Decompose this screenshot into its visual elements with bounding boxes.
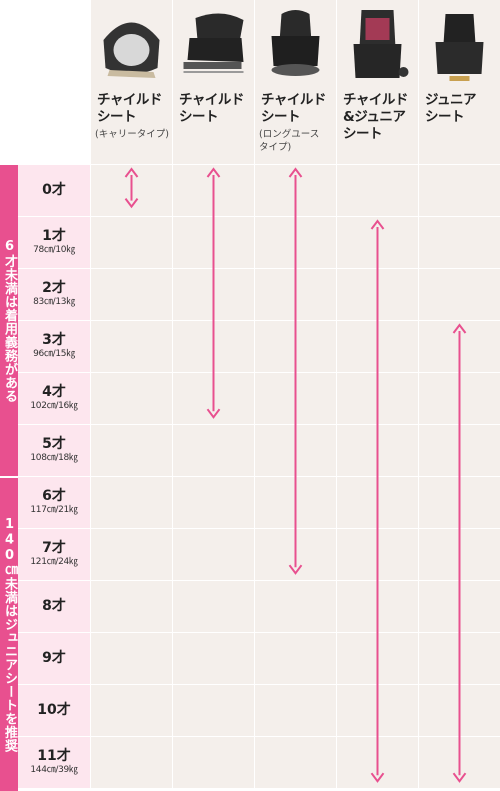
- age-label-row: 1才 78㎝/10㎏: [18, 228, 90, 256]
- age-value: 9才: [42, 650, 66, 666]
- age-label-row: 9才: [18, 650, 90, 666]
- age-cell: [18, 477, 90, 528]
- junior-seat-image: [435, 14, 484, 81]
- grid-cell: [173, 685, 254, 736]
- age-cell: [18, 217, 90, 268]
- age-label-row: 11才 144㎝/39㎏: [18, 748, 90, 776]
- height-weight-value: 83㎝/13㎏: [33, 297, 75, 307]
- column-subtitle-long: (ロングユース タイプ): [259, 129, 320, 153]
- grid-cell: [255, 737, 336, 788]
- grid-cell: [91, 425, 172, 476]
- grid-cell: [173, 737, 254, 788]
- age-cell: [18, 165, 90, 216]
- age-value: 4才: [42, 384, 66, 400]
- age-cell: [18, 269, 90, 320]
- age-label-row: 10才: [18, 702, 90, 718]
- grid-cell: [419, 217, 500, 268]
- category-bar-under-140cm: 140㎝未満はジュニアシートを推奨: [0, 478, 18, 791]
- age-cell: [18, 737, 90, 788]
- column-title-combo: チャイルド &ジュニア シート: [343, 92, 408, 142]
- age-value: 0才: [42, 182, 66, 198]
- column-subtitle-carry: (キャリータイプ): [95, 129, 169, 140]
- grid-cell: [173, 477, 254, 528]
- grid-cell: [91, 269, 172, 320]
- age-label-row: 6才 117㎝/21㎏: [18, 488, 90, 516]
- age-label-row: 2才 83㎝/13㎏: [18, 280, 90, 308]
- range-arrow-carry: [124, 167, 139, 209]
- category-bar-under-6-text: 6才未満は着用義務がある: [2, 238, 17, 403]
- child-seat-image: [183, 13, 244, 73]
- age-value: 5才: [42, 436, 66, 452]
- column-title-junior: ジュニア シート: [425, 92, 477, 125]
- grid-cell: [255, 581, 336, 632]
- age-label-row: 4才 102㎝/16㎏: [18, 384, 90, 412]
- grid-cell: [419, 165, 500, 216]
- age-value: 11才: [37, 748, 71, 764]
- age-value: 7才: [42, 540, 66, 556]
- category-bar-under-140cm-text: 140㎝未満はジュニアシートを推奨: [2, 516, 17, 753]
- grid-cell: [173, 633, 254, 684]
- age-label-row: 5才 108㎝/18㎏: [18, 436, 90, 464]
- age-value: 3才: [42, 332, 66, 348]
- child-seat-long-use-image: [271, 10, 320, 76]
- grid-cell: [91, 737, 172, 788]
- age-cell: [18, 425, 90, 476]
- age-cell: [18, 685, 90, 736]
- age-value: 10才: [37, 702, 71, 718]
- range-arrow-combo: [370, 219, 385, 783]
- age-label-row: 3才 96㎝/15㎏: [18, 332, 90, 360]
- height-weight-value: 144㎝/39㎏: [30, 765, 78, 775]
- grid-cell: [255, 685, 336, 736]
- column-title-carry: チャイルド シート: [97, 92, 162, 125]
- grid-cell: [337, 165, 418, 216]
- height-weight-value: 78㎝/10㎏: [33, 245, 75, 255]
- age-value: 2才: [42, 280, 66, 296]
- header-corner: [0, 0, 90, 164]
- range-arrow-child: [206, 167, 221, 419]
- column-title-long: チャイルド シート: [261, 92, 326, 125]
- height-weight-value: 108㎝/18㎏: [30, 453, 78, 463]
- age-cell: [18, 373, 90, 424]
- grid-cell: [91, 373, 172, 424]
- age-cell: [18, 321, 90, 372]
- age-value: 6才: [42, 488, 66, 504]
- grid-cell: [91, 685, 172, 736]
- height-weight-value: 102㎝/16㎏: [30, 401, 78, 411]
- range-arrow-junior: [452, 323, 467, 783]
- grid-cell: [91, 529, 172, 580]
- height-weight-value: 96㎝/15㎏: [33, 349, 75, 359]
- child-junior-seat-image: [353, 10, 409, 78]
- grid-cell: [173, 581, 254, 632]
- column-title-child: チャイルド シート: [179, 92, 244, 125]
- age-label-row: 0才: [18, 182, 90, 198]
- grid-cell: [91, 581, 172, 632]
- height-weight-value: 117㎝/21㎏: [30, 505, 78, 515]
- grid-cell: [91, 321, 172, 372]
- grid-cell: [419, 269, 500, 320]
- grid-cell: [91, 633, 172, 684]
- grid-cell: [173, 425, 254, 476]
- age-cell: [18, 633, 90, 684]
- age-label-row: 8才: [18, 598, 90, 614]
- grid-cell: [91, 217, 172, 268]
- grid-cell: [91, 477, 172, 528]
- height-weight-value: 121㎝/24㎏: [30, 557, 78, 567]
- age-label-row: 7才 121㎝/24㎏: [18, 540, 90, 568]
- age-value: 1才: [42, 228, 66, 244]
- age-cell: [18, 581, 90, 632]
- grid-cell: [255, 633, 336, 684]
- range-arrow-long: [288, 167, 303, 575]
- grid-cell: [173, 529, 254, 580]
- category-bar-under-6: 6才未満は着用義務がある: [0, 165, 18, 476]
- age-cell: [18, 529, 90, 580]
- child-seat-carry-type-image: [103, 22, 160, 78]
- age-value: 8才: [42, 598, 66, 614]
